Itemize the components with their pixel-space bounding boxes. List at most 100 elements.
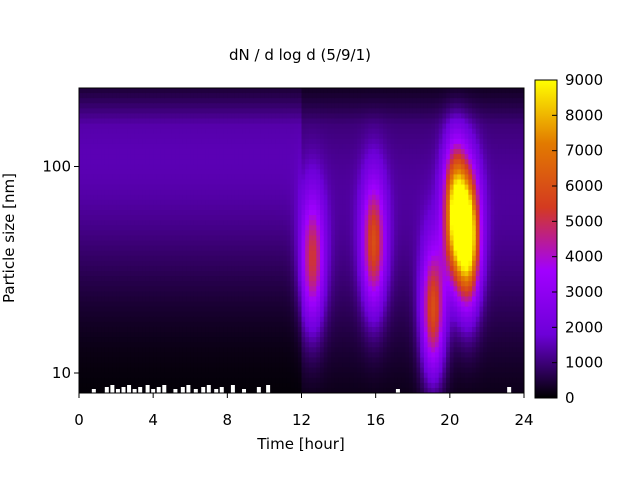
heatmap-cell (360, 291, 366, 298)
heatmap-cell (104, 93, 110, 99)
heatmap-cell (312, 255, 317, 262)
heatmap-cell (119, 149, 125, 155)
heatmap-cell (253, 387, 258, 393)
heatmap-cell (286, 276, 291, 282)
heatmap-cell (86, 184, 91, 191)
heatmap-cell (320, 301, 325, 308)
heatmap-cell (108, 250, 113, 257)
heatmap-cell (308, 143, 314, 150)
heatmap-cell (360, 296, 366, 303)
heatmap-cell (97, 210, 102, 216)
heatmap-cell (301, 240, 306, 247)
heatmap-cell (186, 316, 191, 323)
heatmap-cell (82, 286, 88, 292)
heatmap-cell (253, 311, 258, 318)
heatmap-cell (119, 260, 125, 267)
heatmap-cell (371, 199, 377, 206)
heatmap-cell (238, 143, 243, 150)
heatmap-cell (257, 189, 262, 196)
heatmap-cell (190, 316, 195, 323)
heatmap-cell (327, 367, 332, 374)
heatmap-cell (138, 143, 143, 150)
heatmap-cell (305, 332, 310, 338)
heatmap-cell (193, 93, 199, 99)
heatmap-cell (238, 138, 243, 145)
heatmap-cell (249, 235, 254, 242)
heatmap-cell (346, 133, 351, 140)
heatmap-cell (301, 352, 306, 359)
heatmap-cell (271, 311, 277, 318)
heatmap-cell (327, 123, 332, 130)
heatmap-cell (112, 271, 117, 277)
heatmap-cell (353, 250, 358, 257)
heatmap-cell (179, 88, 184, 94)
heatmap-cell (349, 118, 355, 125)
heatmap-cell (379, 301, 384, 308)
heatmap-cell (257, 382, 262, 389)
heatmap-cell (112, 88, 117, 94)
heatmap-cell (342, 108, 347, 115)
heatmap-cell (323, 179, 329, 186)
heatmap-cell (127, 220, 132, 226)
heatmap-cell (156, 281, 162, 287)
heatmap-cell (368, 372, 373, 379)
heatmap-cell (234, 215, 240, 221)
heatmap-cell (360, 260, 366, 267)
heatmap-cell (349, 179, 355, 186)
heatmap-cell (231, 98, 236, 104)
heatmap-cell (282, 174, 288, 181)
heatmap-cell (253, 169, 258, 176)
heatmap-cell (286, 108, 291, 115)
heatmap-cell (245, 337, 251, 343)
heatmap-cell (212, 271, 217, 277)
heatmap-cell (197, 215, 202, 221)
heatmap-cell (119, 377, 125, 384)
heatmap-cell (101, 271, 106, 277)
heatmap-cell (271, 159, 277, 165)
heatmap-cell (260, 306, 266, 313)
heatmap-cell (216, 337, 221, 343)
heatmap-cell (190, 311, 195, 318)
heatmap-cell (130, 377, 136, 384)
heatmap-cell (179, 321, 184, 328)
heatmap-cell (205, 164, 210, 170)
heatmap-cell (301, 245, 306, 252)
heatmap-cell (238, 189, 243, 196)
heatmap-cell (368, 337, 373, 343)
heatmap-cell (175, 367, 180, 374)
heatmap-cell (264, 98, 269, 104)
heatmap-cell (216, 245, 221, 252)
heatmap-cell (253, 174, 258, 181)
heatmap-cell (371, 159, 377, 165)
heatmap-cell (82, 296, 88, 303)
heatmap-cell (223, 296, 228, 303)
heatmap-cell (175, 143, 180, 150)
heatmap-cell (101, 291, 106, 298)
heatmap-cell (268, 184, 273, 191)
heatmap-cell (290, 133, 295, 140)
heatmap-cell (156, 210, 162, 216)
heatmap-cell (249, 113, 254, 120)
heatmap-cell (193, 291, 199, 298)
heatmap-cell (168, 382, 173, 389)
heatmap-cell (249, 316, 254, 323)
heatmap-cell (320, 372, 325, 379)
heatmap-cell (201, 164, 206, 170)
heatmap-cell (145, 189, 151, 196)
heatmap-cell (242, 316, 247, 323)
heatmap-cell (138, 174, 143, 181)
heatmap-cell (79, 301, 84, 308)
heatmap-cell (145, 316, 151, 323)
heatmap-cell (156, 250, 162, 257)
heatmap-cell (353, 321, 358, 328)
heatmap-cell (275, 245, 280, 252)
heatmap-cell (231, 133, 236, 140)
heatmap-cell (305, 138, 310, 145)
heatmap-cell (357, 154, 362, 160)
heatmap-cell (145, 337, 151, 343)
heatmap-cell (182, 296, 188, 303)
heatmap-cell (338, 113, 343, 120)
heatmap-cell (82, 306, 88, 313)
heatmap-cell (249, 382, 254, 389)
heatmap-cell (101, 159, 106, 165)
